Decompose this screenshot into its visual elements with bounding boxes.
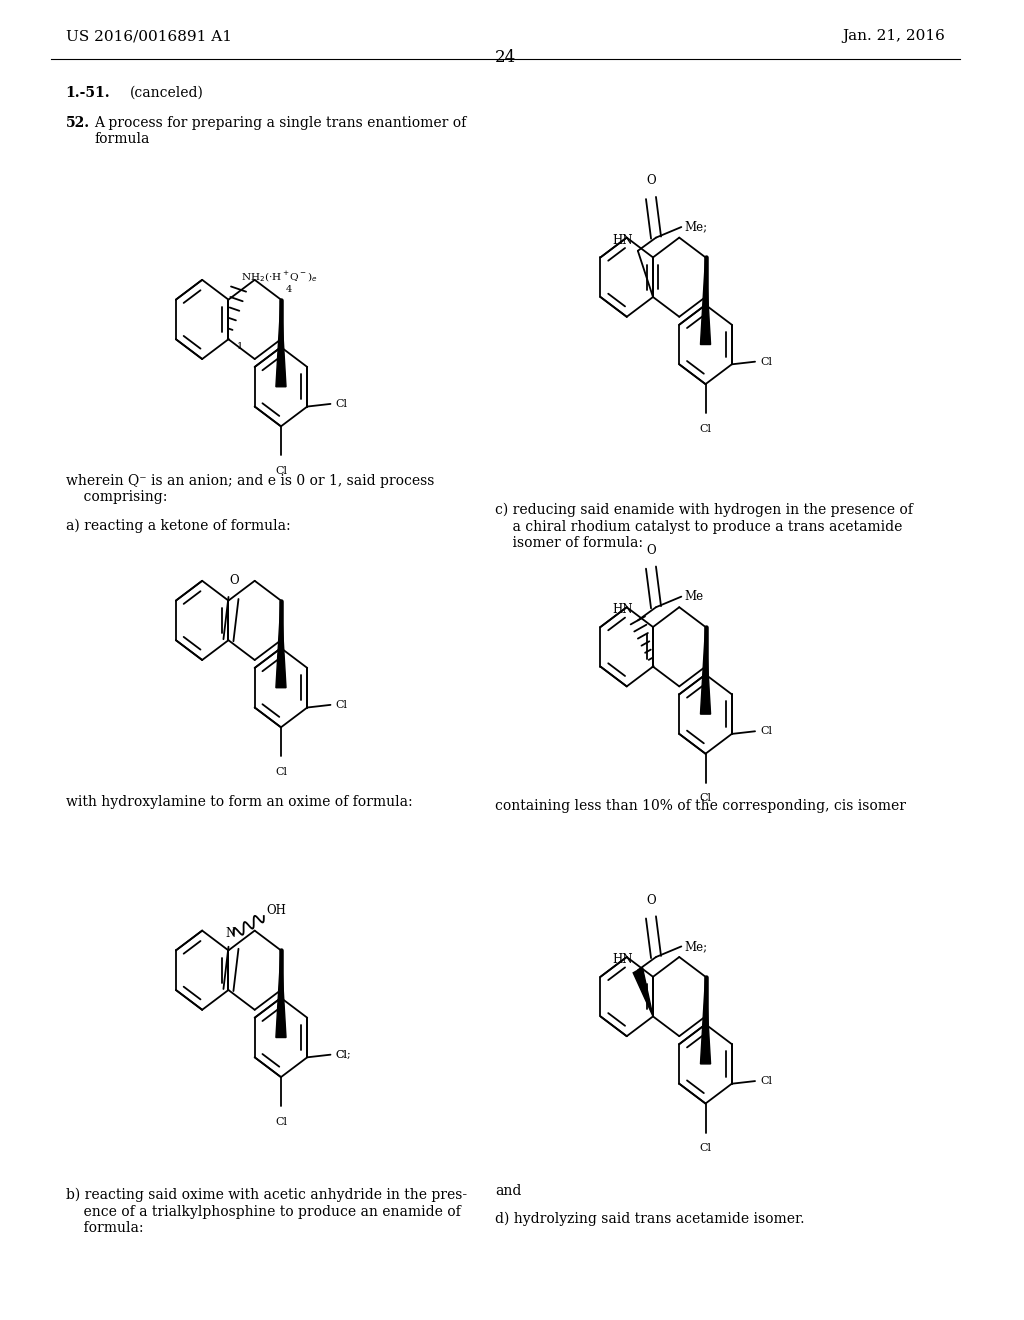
Text: 4: 4	[286, 285, 292, 294]
Text: 52.: 52.	[66, 116, 90, 131]
Polygon shape	[275, 950, 286, 1038]
Text: Cl;: Cl;	[336, 1049, 351, 1060]
Text: HN: HN	[612, 603, 633, 616]
Text: Me: Me	[684, 590, 703, 603]
Text: HN: HN	[612, 234, 633, 247]
Text: d) hydrolyzing said trans acetamide isomer.: d) hydrolyzing said trans acetamide isom…	[496, 1212, 805, 1226]
Text: Cl: Cl	[699, 424, 712, 434]
Text: (canceled): (canceled)	[129, 86, 204, 100]
Text: O: O	[646, 894, 655, 907]
Text: 24: 24	[495, 49, 516, 66]
Text: Cl: Cl	[336, 1049, 347, 1060]
Text: Cl: Cl	[699, 793, 712, 804]
Text: containing less than 10% of the corresponding, cis isomer: containing less than 10% of the correspo…	[496, 799, 906, 813]
Text: and: and	[496, 1184, 521, 1199]
Text: US 2016/0016891 A1: US 2016/0016891 A1	[66, 29, 231, 44]
Text: Cl: Cl	[760, 726, 772, 737]
Polygon shape	[633, 968, 653, 1016]
Text: Cl: Cl	[275, 466, 287, 477]
Text: O: O	[229, 574, 240, 587]
Text: Cl: Cl	[760, 356, 772, 367]
Text: O: O	[646, 174, 655, 187]
Text: Cl: Cl	[336, 399, 347, 409]
Text: A process for preparing a single trans enantiomer of
formula: A process for preparing a single trans e…	[94, 116, 466, 147]
Polygon shape	[275, 601, 286, 688]
Text: wherein Q⁻ is an anion; and e is 0 or 1, said process
    comprising:: wherein Q⁻ is an anion; and e is 0 or 1,…	[66, 474, 434, 504]
Text: Cl: Cl	[760, 1076, 772, 1086]
Text: with hydroxylamine to form an oxime of formula:: with hydroxylamine to form an oxime of f…	[66, 795, 413, 809]
Text: HN: HN	[612, 953, 633, 966]
Text: NH$_2$($\cdot$H$^+$Q$^-$)$_e$: NH$_2$($\cdot$H$^+$Q$^-$)$_e$	[241, 269, 317, 284]
Text: 1.-51.: 1.-51.	[66, 86, 111, 100]
Text: 1: 1	[237, 342, 243, 351]
Polygon shape	[700, 977, 711, 1064]
Text: Jan. 21, 2016: Jan. 21, 2016	[843, 29, 945, 44]
Text: O: O	[646, 544, 655, 557]
Text: N: N	[225, 927, 236, 940]
Text: b) reacting said oxime with acetic anhydride in the pres-
    ence of a trialkyl: b) reacting said oxime with acetic anhyd…	[66, 1188, 467, 1234]
Polygon shape	[700, 257, 711, 345]
Polygon shape	[700, 627, 711, 714]
Text: Cl: Cl	[275, 1117, 287, 1127]
Text: Cl;: Cl;	[336, 1049, 351, 1060]
Text: Cl: Cl	[336, 700, 347, 710]
Text: Cl: Cl	[699, 1143, 712, 1154]
Text: c) reducing said enamide with hydrogen in the presence of
    a chiral rhodium c: c) reducing said enamide with hydrogen i…	[496, 503, 913, 549]
Polygon shape	[275, 300, 286, 387]
Text: Me;: Me;	[684, 220, 708, 234]
Text: OH: OH	[267, 904, 287, 917]
Text: Cl: Cl	[275, 767, 287, 777]
Text: a) reacting a ketone of formula:: a) reacting a ketone of formula:	[66, 519, 291, 533]
Text: Me;: Me;	[684, 940, 708, 953]
